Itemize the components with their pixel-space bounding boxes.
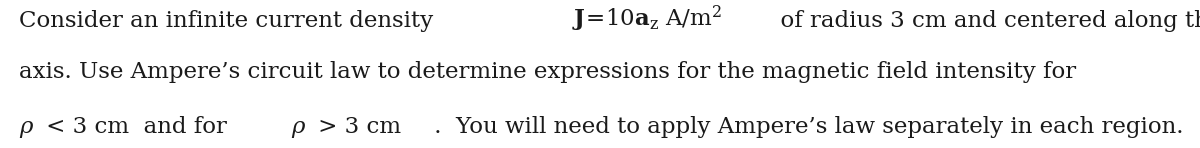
Text: axis. Use Ampere’s circuit law to determine expressions for the magnetic field i: axis. Use Ampere’s circuit law to determ… [19, 61, 1076, 83]
Text: $\mathbf{J}\!=\!10\mathbf{a}_{\mathrm{z}}\ \mathrm{A/m}^{2}$: $\mathbf{J}\!=\!10\mathbf{a}_{\mathrm{z}… [572, 4, 722, 34]
Text: Consider an infinite current density: Consider an infinite current density [19, 10, 448, 32]
Text: > 3 cm: > 3 cm [311, 116, 401, 138]
Text: $\rho$: $\rho$ [19, 118, 35, 140]
Text: $\rho$: $\rho$ [290, 118, 306, 140]
Text: of radius 3 cm and centered along the z: of radius 3 cm and centered along the z [766, 10, 1200, 32]
Text: .  You will need to apply Ampere’s law separately in each region.: . You will need to apply Ampere’s law se… [427, 116, 1183, 138]
Text: < 3 cm  and for: < 3 cm and for [40, 116, 234, 138]
